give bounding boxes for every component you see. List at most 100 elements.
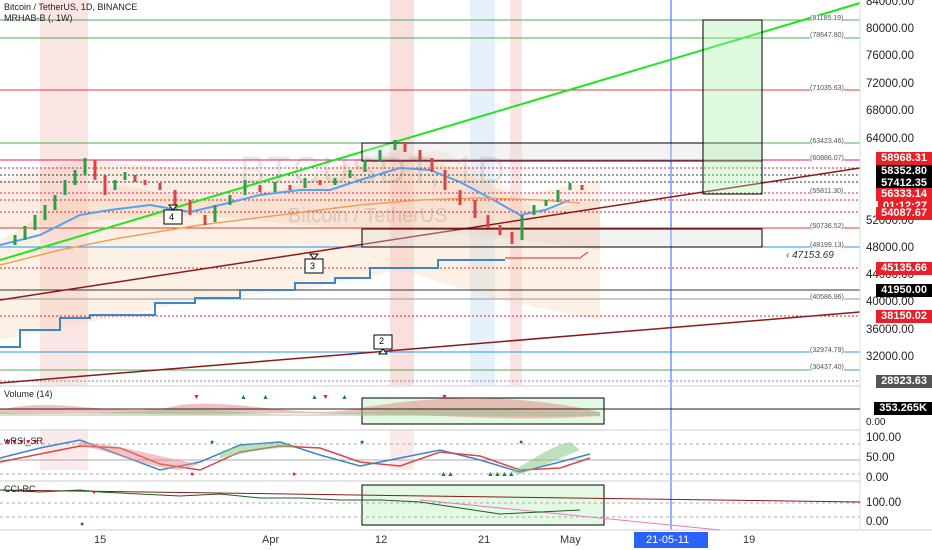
- wave-label-3[interactable]: 3: [310, 261, 316, 271]
- cci-tick: 100.00: [866, 497, 902, 509]
- wrsi-fill: [510, 442, 580, 474]
- price-note-arrow: ‹: [786, 250, 790, 261]
- price-badge: 38150.02: [876, 310, 932, 323]
- svg-text:●: ●: [190, 471, 194, 478]
- time-tick: Apr: [262, 534, 280, 546]
- cci-tick: 0.00: [866, 516, 889, 528]
- svg-text:▲: ▲: [240, 394, 247, 401]
- price-badge: 28923.63: [876, 375, 932, 388]
- price-tick: 72000.00: [866, 78, 914, 90]
- cloud-band: [0, 150, 600, 340]
- price-badge: 58352.80: [876, 165, 932, 178]
- level-label: (30437.40): [810, 364, 844, 371]
- level-label: (32974.79): [810, 347, 844, 354]
- level-label: (78647.80): [810, 32, 844, 39]
- price-badge: 56333.14: [876, 188, 932, 201]
- volume-title: Volume (14): [4, 389, 53, 399]
- price-note-value: 47153.69: [792, 250, 834, 261]
- volume-cloud: [0, 408, 600, 416]
- level-label: (55811.30): [810, 188, 844, 195]
- volume-cloud: [0, 398, 600, 419]
- wrsi-markers: ▼▼▼▼▼ ● ● ● ● ● ▲▲ ▲▲▲▲: [4, 439, 523, 478]
- level-label: (48199.13): [810, 242, 844, 249]
- volume-markers: ▼ ▲ ▲ ▲ ▼ ▲ ▼: [193, 394, 448, 401]
- price-badge: 45135.66: [876, 262, 932, 275]
- level-label: (71035.63): [810, 85, 844, 92]
- svg-text:▲: ▲: [311, 394, 318, 401]
- volume-zero-tick: 0.00: [866, 417, 886, 428]
- price-tick: 76000.00: [866, 50, 914, 62]
- target-box: [702, 19, 763, 195]
- level-label: (60886.07): [810, 155, 844, 162]
- price-tick: 68000.00: [866, 105, 914, 117]
- svg-text:●: ●: [210, 439, 214, 446]
- cci-trendline: [419, 499, 721, 531]
- price-badge: 54087.67: [876, 207, 932, 220]
- wave-label-2-shape: [373, 334, 393, 355]
- price-tick: 64000.00: [866, 133, 914, 145]
- wrsi-tick: 100.00: [866, 432, 902, 444]
- wave-label-4[interactable]: 4: [169, 212, 175, 222]
- watermark-name: Bitcoin / TetherUS: [288, 205, 448, 227]
- svg-text:●: ●: [519, 439, 523, 446]
- cci-trendline: [0, 489, 861, 503]
- cci-line: [0, 489, 581, 515]
- blue-ma-line: [0, 166, 571, 246]
- wrsi-tick: 50.00: [866, 452, 895, 464]
- blue-step-line: [0, 259, 505, 348]
- indicator-title: MRHAB-B (, 1W): [4, 13, 73, 23]
- darkred-trendline: [0, 167, 861, 301]
- candles: [13, 140, 584, 245]
- price-tick: 36000.00: [866, 324, 914, 336]
- darkred-trendline: [0, 311, 861, 384]
- zone-box: [361, 228, 763, 248]
- wrsi-fill: [220, 443, 300, 458]
- price-tick: 48000.00: [866, 242, 914, 254]
- cci-marker: ●: [80, 521, 84, 528]
- price-badge: 41950.00: [876, 284, 932, 297]
- level-label: (81185.19): [810, 15, 844, 22]
- svg-text:▲▲▲▲: ▲▲▲▲: [487, 471, 515, 478]
- svg-text:▲: ▲: [341, 394, 348, 401]
- time-tick: 15: [94, 534, 107, 546]
- red-band: [390, 430, 414, 470]
- wave-label-4-shape: [163, 204, 183, 225]
- price-tick: 40000.00: [866, 296, 914, 308]
- red-band: [40, 430, 88, 470]
- time-tick: May: [560, 534, 581, 546]
- svg-text:▼▼▼▼▼: ▼▼▼▼▼: [4, 439, 39, 446]
- time-highlight-bg: [634, 532, 708, 548]
- price-badge: 58968.31: [876, 152, 932, 165]
- time-highlight-label[interactable]: 21-05-11: [646, 534, 690, 546]
- svg-text:●: ●: [360, 439, 364, 446]
- cci-highlight-box: [361, 484, 605, 526]
- wrsi-title: wRSI_SR: [4, 436, 44, 446]
- level-label: (50736.52): [810, 223, 844, 230]
- price-tick: 32000.00: [866, 351, 914, 363]
- orange-ma-line: [0, 197, 581, 266]
- time-tick: 19: [743, 534, 756, 546]
- symbol-title: Bitcoin / TetherUS, 1D, BINANCE: [4, 2, 138, 12]
- wave-label-3-shape: [304, 253, 324, 274]
- wave-label-2[interactable]: 2: [379, 336, 385, 346]
- wrsi-tick: 0.00: [866, 472, 889, 484]
- svg-text:●: ●: [292, 471, 296, 478]
- price-badge: 57412.35: [876, 177, 932, 190]
- watermark-ticker: BTCUSDT, 1D: [240, 150, 507, 192]
- svg-text:▲: ▲: [262, 394, 269, 401]
- level-label: (40586.96): [810, 294, 844, 301]
- price-tick: 84000.00: [866, 0, 914, 8]
- green-trendline: [0, 2, 861, 261]
- volume-badge: 353.265K: [874, 402, 932, 415]
- price-note: ‹ 47153.69: [786, 250, 834, 261]
- blue-band: [470, 0, 495, 385]
- wrsi-fill: [80, 442, 200, 470]
- level-label: (63423.46): [810, 138, 844, 145]
- svg-text:▼: ▼: [322, 394, 329, 401]
- svg-text:▼: ▼: [441, 394, 448, 401]
- cci-title: CCI-RC: [4, 484, 36, 494]
- price-trail: [505, 251, 589, 259]
- svg-text:▲▲: ▲▲: [440, 471, 454, 478]
- svg-text:▼: ▼: [193, 394, 200, 401]
